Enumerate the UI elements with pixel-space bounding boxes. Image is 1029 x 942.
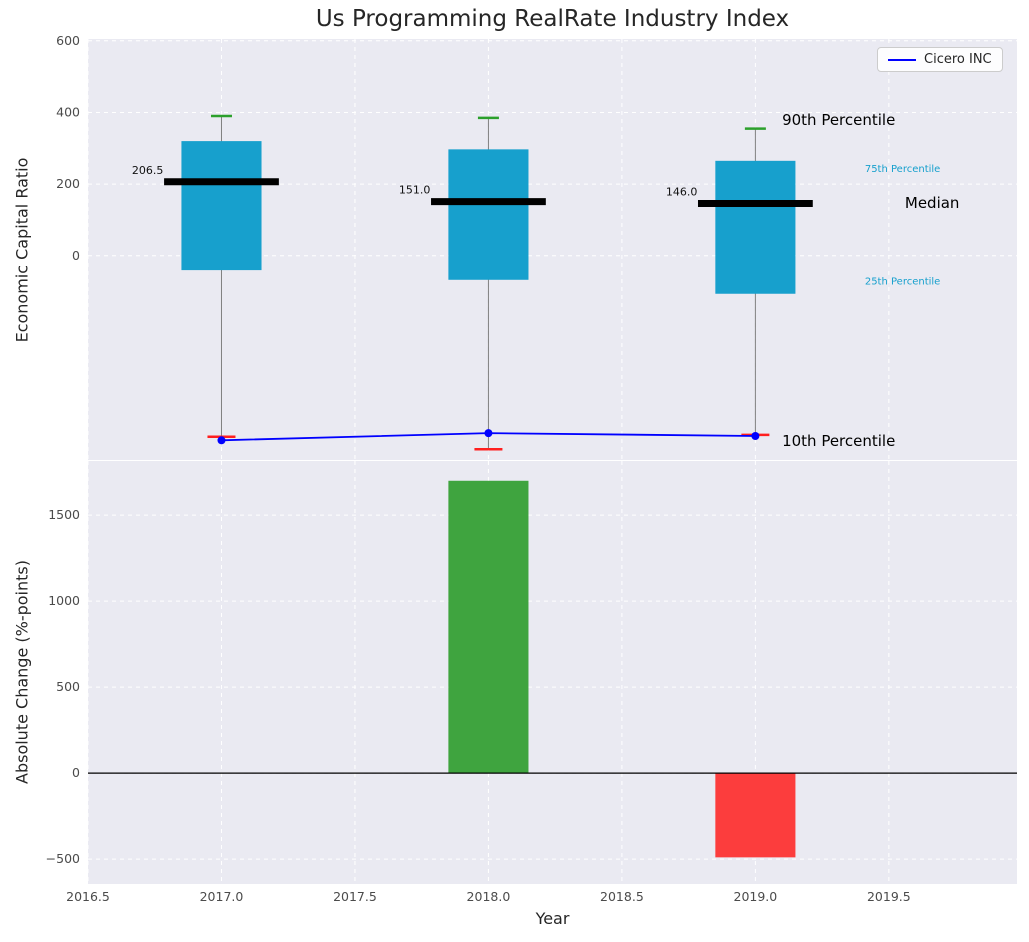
cicero-point — [217, 436, 226, 445]
y-tick-label: 1000 — [48, 593, 80, 608]
median-value-label: 206.5 — [132, 164, 164, 177]
x-tick-label: 2017.0 — [200, 889, 244, 904]
median-value-label: 151.0 — [399, 184, 431, 197]
y-tick-label: 0 — [72, 248, 80, 263]
iqr-box — [715, 160, 796, 294]
y-tick-label: 200 — [56, 176, 80, 191]
legend-label: Cicero INC — [924, 52, 992, 67]
y-tick-label: −500 — [46, 851, 80, 866]
x-tick-label: 2018.0 — [467, 889, 511, 904]
x-tick-label: 2016.5 — [66, 889, 110, 904]
legend-line-sample — [888, 58, 916, 61]
x-axis-label: Year — [535, 909, 570, 928]
cicero-point — [751, 431, 760, 440]
y-tick-label: 600 — [56, 33, 80, 48]
iqr-box — [181, 141, 262, 271]
annotation-label: 25th Percentile — [865, 276, 941, 287]
change-bar — [715, 773, 796, 858]
y-tick-label: 0 — [72, 765, 80, 780]
x-tick-label: 2018.5 — [600, 889, 644, 904]
change-bar — [448, 480, 529, 774]
legend: Cicero INC — [877, 47, 1003, 72]
x-tick-label: 2017.5 — [333, 889, 377, 904]
annotation-label: 10th Percentile — [782, 432, 895, 450]
y-tick-label: 400 — [56, 104, 80, 119]
annotation-label: Median — [905, 194, 960, 212]
median-value-label: 146.0 — [666, 185, 698, 198]
annotation-label: 75th Percentile — [865, 164, 941, 175]
y-tick-label: 500 — [56, 679, 80, 694]
chart-title: Us Programming RealRate Industry Index — [315, 6, 790, 32]
cicero-point — [484, 429, 493, 438]
x-tick-label: 2019.0 — [734, 889, 778, 904]
y-tick-label: 1500 — [48, 507, 80, 522]
bottom-panel-bg — [88, 461, 1017, 884]
annotation-label: 90th Percentile — [782, 111, 895, 129]
iqr-box — [448, 149, 529, 280]
x-tick-label: 2019.5 — [867, 889, 911, 904]
